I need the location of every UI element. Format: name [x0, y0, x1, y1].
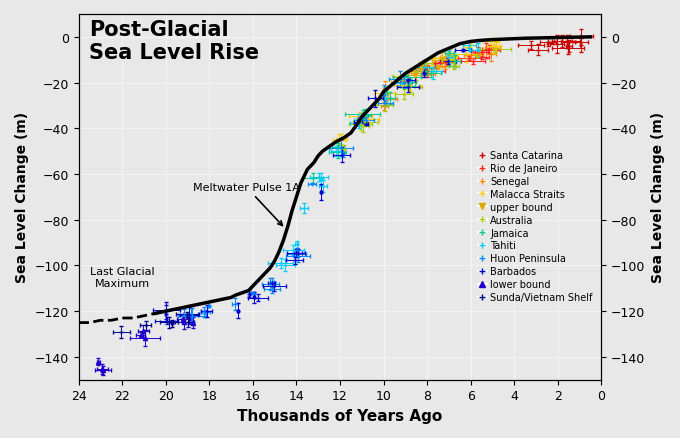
Text: Post-Glacial
Sea Level Rise: Post-Glacial Sea Level Rise [89, 20, 259, 63]
Text: Last Glacial
Maximum: Last Glacial Maximum [90, 266, 154, 288]
X-axis label: Thousands of Years Ago: Thousands of Years Ago [237, 408, 443, 423]
Legend: Santa Catarina, Rio de Janeiro, Senegal, Malacca Straits, upper bound, Australia: Santa Catarina, Rio de Janeiro, Senegal,… [474, 147, 596, 306]
Y-axis label: Sea Level Change (m): Sea Level Change (m) [15, 112, 29, 283]
Y-axis label: Sea Level Change (m): Sea Level Change (m) [651, 112, 665, 283]
Text: Meltwater Pulse 1A: Meltwater Pulse 1A [193, 183, 300, 226]
